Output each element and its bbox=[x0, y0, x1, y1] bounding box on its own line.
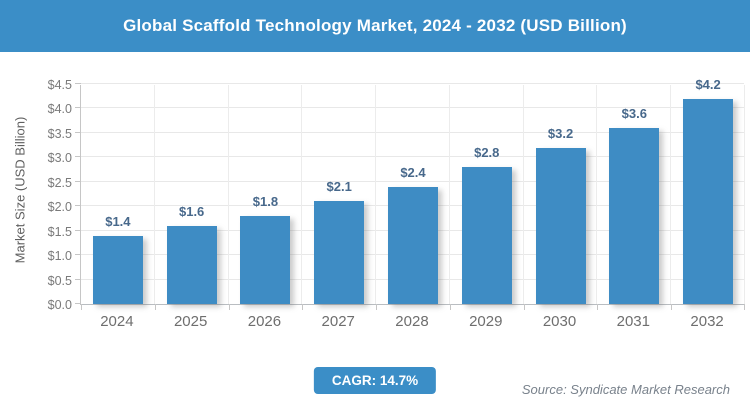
bar-value-label: $3.2 bbox=[547, 125, 574, 141]
x-tick-label: 2025 bbox=[173, 313, 208, 330]
bar bbox=[92, 235, 143, 304]
h-gridline bbox=[81, 83, 744, 84]
y-tick-label: $2.5 bbox=[47, 175, 72, 190]
bar bbox=[461, 167, 512, 304]
bar-value-label: $2.4 bbox=[400, 164, 426, 180]
y-tick-mark bbox=[75, 205, 81, 207]
bar-value-label: $3.6 bbox=[621, 106, 647, 121]
y-tick-mark bbox=[75, 278, 81, 280]
h-gridline bbox=[81, 131, 744, 133]
v-gridline bbox=[301, 85, 303, 304]
v-gridline bbox=[744, 85, 745, 304]
source-attribution: Source: Syndicate Market Research bbox=[521, 382, 730, 397]
chart-title: Global Scaffold Technology Market, 2024 … bbox=[123, 16, 627, 35]
y-tick-label: $3.5 bbox=[47, 126, 72, 141]
h-gridline bbox=[81, 156, 744, 158]
bar-value-label: $1.4 bbox=[105, 213, 131, 229]
cagr-badge: CAGR: 14.7% bbox=[313, 367, 437, 394]
y-tick-label: $3.0 bbox=[47, 151, 72, 166]
x-tick-mark bbox=[523, 304, 525, 310]
bar bbox=[535, 147, 586, 304]
x-tick-mark bbox=[449, 304, 451, 310]
x-tick-label: 2030 bbox=[542, 313, 577, 330]
y-tick-mark bbox=[75, 180, 81, 182]
bar-value-label: $1.6 bbox=[178, 203, 205, 219]
h-gridline bbox=[81, 107, 744, 109]
v-gridline bbox=[375, 85, 377, 304]
bar-column: $1.4 bbox=[81, 85, 155, 304]
h-gridline bbox=[81, 180, 744, 182]
plot-area: $1.4 $1.6 $1.8 $2.1 $2.4 $2.8 $3.2 $3.6 $4.2 bbox=[75, 77, 745, 310]
bar-column: $1.8 bbox=[229, 85, 303, 304]
y-tick-mark bbox=[75, 83, 81, 84]
x-tick-mark bbox=[302, 304, 304, 310]
x-tick-label: 2032 bbox=[690, 313, 724, 330]
chart-title-bar: Global Scaffold Technology Market, 2024 … bbox=[0, 0, 750, 52]
y-tick-label: $2.0 bbox=[47, 200, 72, 215]
y-tick-mark bbox=[75, 156, 81, 158]
bar bbox=[166, 225, 217, 304]
x-tick-label: 2031 bbox=[616, 313, 650, 330]
x-tick-label: 2027 bbox=[321, 313, 355, 330]
bar-column: $2.4 bbox=[376, 85, 450, 304]
x-tick-mark bbox=[376, 304, 378, 310]
bar-column: $2.8 bbox=[450, 85, 524, 304]
x-tick-mark bbox=[671, 304, 673, 310]
y-tick-mark bbox=[75, 303, 81, 304]
bar-column: $3.2 bbox=[524, 85, 598, 304]
y-tick-mark bbox=[75, 254, 81, 256]
v-gridline bbox=[596, 85, 598, 304]
v-gridline bbox=[227, 85, 229, 304]
bar-column: $1.6 bbox=[155, 85, 229, 304]
bar bbox=[387, 186, 438, 304]
bar bbox=[609, 128, 660, 304]
y-tick-mark bbox=[75, 107, 81, 109]
y-tick-label: $1.5 bbox=[47, 224, 72, 239]
x-tick-mark bbox=[597, 304, 599, 310]
x-tick-mark bbox=[81, 304, 82, 310]
v-gridline bbox=[522, 85, 524, 304]
bar-column: $4.2 bbox=[671, 77, 745, 304]
x-tick-label: 2028 bbox=[395, 313, 429, 330]
x-tick-mark bbox=[154, 304, 156, 310]
x-tick-label: 2029 bbox=[469, 313, 503, 330]
y-tick-label: $0.5 bbox=[47, 273, 72, 288]
bar-value-label: $2.8 bbox=[474, 145, 500, 161]
x-tick-label: 2026 bbox=[247, 313, 282, 330]
y-tick-mark bbox=[75, 229, 81, 231]
v-gridline bbox=[670, 85, 672, 304]
x-tick-label: 2024 bbox=[100, 313, 134, 330]
y-tick-mark bbox=[75, 131, 81, 133]
bar bbox=[683, 98, 734, 304]
bar-column: $3.6 bbox=[597, 85, 671, 304]
v-gridline bbox=[153, 85, 155, 304]
y-tick-label: $1.0 bbox=[47, 249, 72, 264]
bar-value-label: $4.2 bbox=[695, 76, 721, 92]
bar-column: $2.1 bbox=[302, 85, 376, 304]
bar bbox=[314, 201, 365, 304]
v-gridline bbox=[448, 85, 450, 304]
x-tick-mark bbox=[744, 304, 745, 310]
y-tick-label: $0.0 bbox=[47, 298, 72, 312]
y-tick-label: $4.0 bbox=[47, 102, 72, 117]
y-tick-label: $4.5 bbox=[47, 78, 72, 92]
bar-value-label: $2.1 bbox=[326, 179, 352, 195]
bar-value-label: $1.8 bbox=[252, 194, 279, 209]
bar bbox=[240, 216, 291, 304]
x-tick-mark bbox=[228, 304, 230, 310]
